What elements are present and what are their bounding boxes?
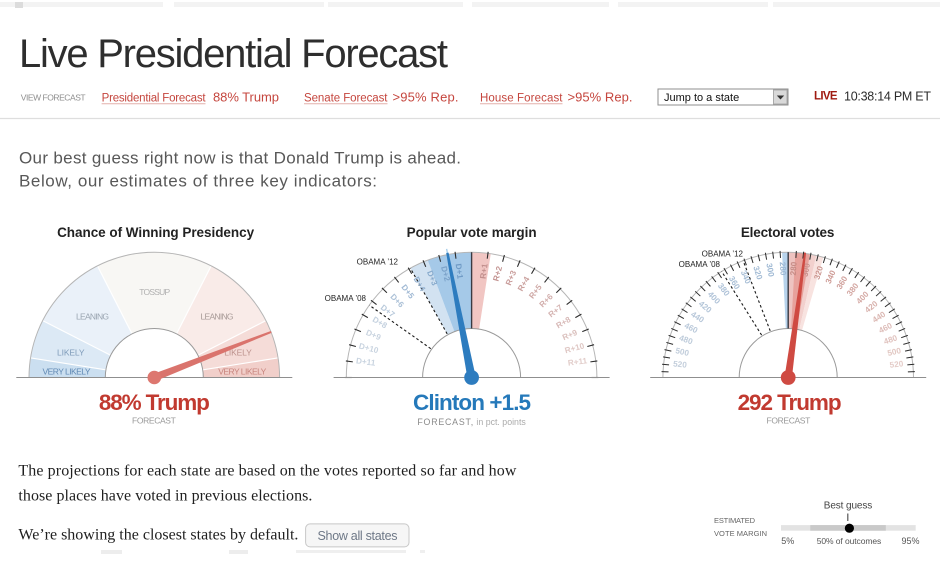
- svg-text:Electoral votes: Electoral votes: [741, 225, 835, 240]
- svg-text:50% of outcomes: 50% of outcomes: [817, 536, 882, 546]
- svg-text:D+8: D+8: [371, 315, 389, 331]
- svg-text:88% Trump: 88% Trump: [213, 89, 279, 104]
- svg-text:520: 520: [889, 359, 904, 369]
- svg-text:R+7: R+7: [547, 303, 565, 320]
- svg-text:R+3: R+3: [504, 269, 518, 287]
- svg-text:5%: 5%: [781, 536, 794, 546]
- svg-text:Jump to a state: Jump to a state: [664, 92, 739, 104]
- svg-text:500: 500: [887, 346, 903, 358]
- svg-text:Our best guess right now is th: Our best guess right now is that Donald …: [19, 149, 461, 168]
- svg-text:Show all states: Show all states: [318, 529, 398, 543]
- svg-text:TOSSUP: TOSSUP: [139, 287, 170, 297]
- svg-text:FORECAST, in pct. points: FORECAST, in pct. points: [417, 417, 526, 427]
- svg-text:LIVE: LIVE: [814, 91, 838, 103]
- svg-text:R+4: R+4: [516, 275, 532, 293]
- svg-text:340: 340: [824, 269, 838, 286]
- svg-text:D+9: D+9: [365, 328, 383, 342]
- svg-text:Best guess: Best guess: [824, 500, 873, 511]
- svg-text:>95% Rep.: >95% Rep.: [393, 89, 459, 104]
- svg-text:R+2: R+2: [492, 265, 505, 282]
- svg-text:D+1: D+1: [454, 263, 465, 280]
- svg-text:460: 460: [877, 321, 894, 335]
- svg-text:OBAMA ’12: OBAMA ’12: [357, 258, 399, 267]
- svg-text:VERY LIKELY: VERY LIKELY: [43, 367, 91, 377]
- svg-text:LIKELY: LIKELY: [224, 348, 252, 358]
- svg-text:VOTE MARGIN: VOTE MARGIN: [714, 529, 767, 538]
- svg-text:House Forecast: House Forecast: [480, 92, 563, 104]
- svg-text:VIEW FORECAST: VIEW FORECAST: [21, 92, 86, 102]
- svg-text:280: 280: [789, 261, 799, 276]
- svg-text:R+9: R+9: [561, 328, 579, 342]
- svg-text:Below, our estimates of three: Below, our estimates of three key indica…: [19, 172, 377, 191]
- svg-text:Presidential Forecast: Presidential Forecast: [102, 92, 207, 104]
- svg-text:LEANING: LEANING: [76, 312, 109, 322]
- svg-text:Chance of Winning Presidency: Chance of Winning Presidency: [57, 225, 254, 240]
- svg-text:The projections for each state: The projections for each state are based…: [18, 463, 516, 480]
- svg-text:R+10: R+10: [564, 341, 586, 355]
- svg-text:FORECAST: FORECAST: [132, 416, 177, 426]
- svg-text:OBAMA ’08: OBAMA ’08: [679, 260, 721, 269]
- svg-text:FORECAST: FORECAST: [767, 416, 812, 426]
- svg-text:300: 300: [801, 262, 812, 277]
- svg-text:VERY LIKELY: VERY LIKELY: [218, 367, 266, 377]
- svg-text:500: 500: [675, 346, 691, 358]
- svg-text:520: 520: [673, 359, 688, 369]
- svg-text:460: 460: [683, 321, 700, 335]
- svg-text:292 Trump: 292 Trump: [738, 390, 842, 415]
- svg-text:ESTIMATED: ESTIMATED: [714, 516, 756, 525]
- svg-text:340: 340: [739, 269, 753, 286]
- svg-text:those places have voted in pre: those places have voted in previous elec…: [18, 488, 312, 505]
- svg-text:280: 280: [778, 262, 788, 277]
- svg-text:LEANING: LEANING: [201, 312, 234, 322]
- svg-text:10:38:14 PM ET: 10:38:14 PM ET: [844, 89, 931, 103]
- svg-text:Live Presidential Forecast: Live Presidential Forecast: [19, 32, 448, 76]
- svg-text:D+10: D+10: [358, 341, 380, 355]
- svg-text:>95% Rep.: >95% Rep.: [568, 89, 633, 104]
- svg-text:D+7: D+7: [379, 303, 397, 320]
- svg-text:OBAMA ’08: OBAMA ’08: [325, 294, 367, 303]
- svg-text:OBAMA ’12: OBAMA ’12: [702, 250, 744, 259]
- svg-text:D+11: D+11: [356, 356, 377, 368]
- svg-text:320: 320: [812, 265, 825, 281]
- svg-text:88% Trump: 88% Trump: [99, 390, 210, 415]
- svg-text:320: 320: [751, 265, 764, 281]
- svg-text:R+1: R+1: [479, 263, 490, 280]
- svg-text:Senate Forecast: Senate Forecast: [304, 92, 388, 104]
- svg-text:R+8: R+8: [555, 315, 573, 331]
- svg-text:300: 300: [764, 262, 775, 277]
- svg-text:We’re showing the closest stat: We’re showing the closest states by defa…: [18, 527, 298, 544]
- svg-text:480: 480: [883, 333, 899, 346]
- svg-text:D+2: D+2: [439, 265, 452, 282]
- svg-text:LIKELY: LIKELY: [57, 348, 85, 358]
- svg-text:R+11: R+11: [567, 356, 588, 368]
- svg-text:95%: 95%: [901, 536, 919, 546]
- svg-text:480: 480: [678, 333, 694, 346]
- svg-text:Clinton +1.5: Clinton +1.5: [413, 390, 531, 415]
- svg-text:Popular vote margin: Popular vote margin: [407, 225, 537, 240]
